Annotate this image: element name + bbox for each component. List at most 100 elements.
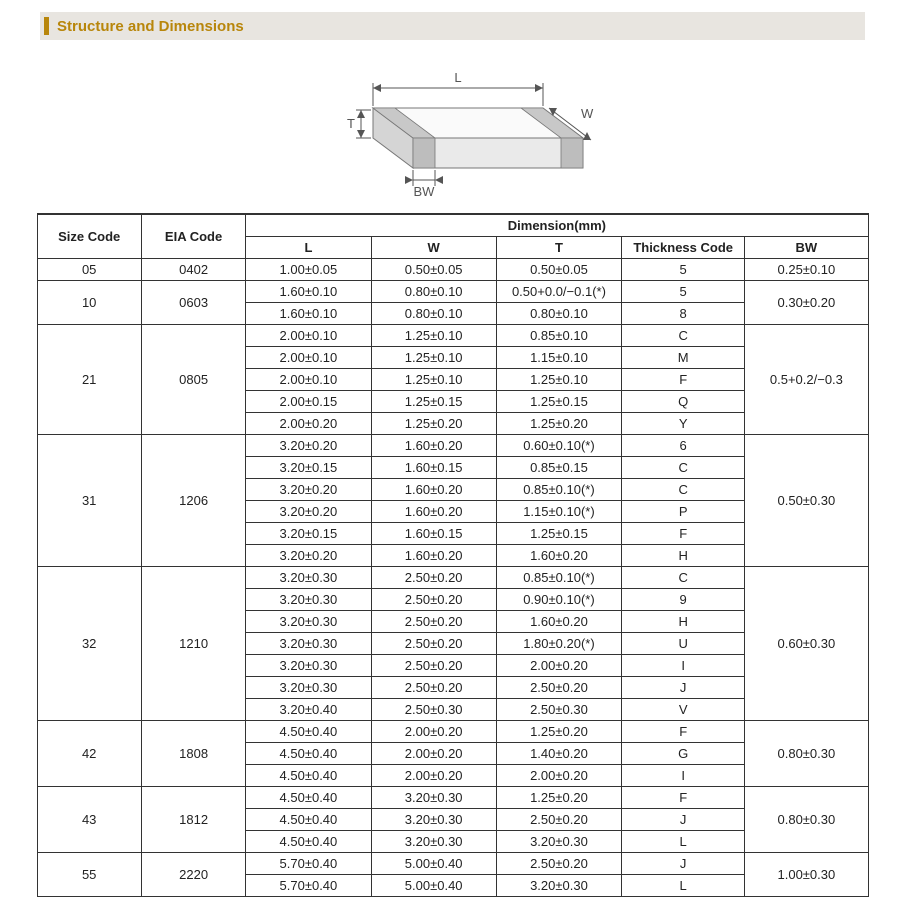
cell-t: 1.80±0.20(*) — [496, 633, 621, 655]
cell-code: M — [622, 347, 745, 369]
cell-t: 0.85±0.10(*) — [496, 567, 621, 589]
cell-w: 5.00±0.40 — [371, 875, 496, 897]
cell-eia-code: 2220 — [141, 853, 245, 897]
cell-w: 2.50±0.20 — [371, 567, 496, 589]
cell-w: 3.20±0.30 — [371, 809, 496, 831]
cell-eia-code: 0603 — [141, 281, 245, 325]
cell-t: 0.80±0.10 — [496, 303, 621, 325]
cell-bw: 1.00±0.30 — [745, 853, 868, 897]
cell-l: 3.20±0.20 — [246, 479, 371, 501]
cell-code: C — [622, 479, 745, 501]
col-w: W — [371, 237, 496, 259]
cell-l: 3.20±0.30 — [246, 589, 371, 611]
cell-code: Y — [622, 413, 745, 435]
cell-l: 5.70±0.40 — [246, 853, 371, 875]
accent-bar — [44, 17, 49, 35]
cell-code: F — [622, 787, 745, 809]
cell-code: F — [622, 721, 745, 743]
cell-code: 6 — [622, 435, 745, 457]
chip-diagram: L W T BW — [0, 48, 905, 203]
table-row: 1006031.60±0.100.80±0.100.50+0.0/−0.1(*)… — [37, 281, 868, 303]
label-L: L — [454, 70, 461, 85]
cell-code: J — [622, 853, 745, 875]
cell-w: 2.50±0.20 — [371, 677, 496, 699]
col-size-code: Size Code — [37, 214, 141, 259]
cell-l: 2.00±0.10 — [246, 369, 371, 391]
cell-eia-code: 1808 — [141, 721, 245, 787]
cell-l: 4.50±0.40 — [246, 831, 371, 853]
cell-size-code: 55 — [37, 853, 141, 897]
cell-w: 0.80±0.10 — [371, 303, 496, 325]
cell-t: 0.50±0.05 — [496, 259, 621, 281]
cell-t: 1.15±0.10(*) — [496, 501, 621, 523]
cell-l: 2.00±0.10 — [246, 347, 371, 369]
table-row: 4218084.50±0.402.00±0.201.25±0.20F0.80±0… — [37, 721, 868, 743]
cell-t: 3.20±0.30 — [496, 831, 621, 853]
cell-code: U — [622, 633, 745, 655]
cell-t: 2.50±0.20 — [496, 853, 621, 875]
col-dimension-group: Dimension(mm) — [246, 214, 868, 237]
cell-code: G — [622, 743, 745, 765]
cell-l: 3.20±0.20 — [246, 501, 371, 523]
cell-l: 4.50±0.40 — [246, 809, 371, 831]
cell-w: 1.60±0.15 — [371, 457, 496, 479]
cell-w: 1.25±0.20 — [371, 413, 496, 435]
cell-t: 2.50±0.20 — [496, 809, 621, 831]
cell-code: J — [622, 677, 745, 699]
cell-t: 1.60±0.20 — [496, 611, 621, 633]
cell-l: 5.70±0.40 — [246, 875, 371, 897]
cell-t: 0.60±0.10(*) — [496, 435, 621, 457]
cell-l: 3.20±0.40 — [246, 699, 371, 721]
cell-size-code: 31 — [37, 435, 141, 567]
cell-bw: 0.25±0.10 — [745, 259, 868, 281]
cell-w: 5.00±0.40 — [371, 853, 496, 875]
cell-code: F — [622, 523, 745, 545]
cell-w: 2.50±0.20 — [371, 655, 496, 677]
cell-l: 3.20±0.30 — [246, 677, 371, 699]
cell-code: H — [622, 611, 745, 633]
cell-code: I — [622, 765, 745, 787]
cell-t: 0.85±0.10 — [496, 325, 621, 347]
cell-l: 4.50±0.40 — [246, 787, 371, 809]
cell-code: C — [622, 325, 745, 347]
cell-bw: 0.80±0.30 — [745, 787, 868, 853]
cell-bw: 0.80±0.30 — [745, 721, 868, 787]
table-row: 2108052.00±0.101.25±0.100.85±0.10C0.5+0.… — [37, 325, 868, 347]
label-BW: BW — [413, 184, 435, 198]
cell-size-code: 21 — [37, 325, 141, 435]
cell-l: 4.50±0.40 — [246, 765, 371, 787]
cell-l: 1.60±0.10 — [246, 281, 371, 303]
cell-size-code: 42 — [37, 721, 141, 787]
cell-t: 0.90±0.10(*) — [496, 589, 621, 611]
cell-t: 3.20±0.30 — [496, 875, 621, 897]
cell-eia-code: 1210 — [141, 567, 245, 721]
cell-w: 0.80±0.10 — [371, 281, 496, 303]
cell-code: L — [622, 875, 745, 897]
cell-size-code: 43 — [37, 787, 141, 853]
cell-size-code: 05 — [37, 259, 141, 281]
col-thickness-code: Thickness Code — [622, 237, 745, 259]
table-row: 0504021.00±0.050.50±0.050.50±0.0550.25±0… — [37, 259, 868, 281]
cell-t: 1.60±0.20 — [496, 545, 621, 567]
cell-w: 1.60±0.15 — [371, 523, 496, 545]
cell-w: 2.50±0.20 — [371, 589, 496, 611]
col-eia-code: EIA Code — [141, 214, 245, 259]
cell-l: 4.50±0.40 — [246, 743, 371, 765]
cell-w: 1.60±0.20 — [371, 479, 496, 501]
cell-w: 1.25±0.10 — [371, 369, 496, 391]
label-T: T — [347, 116, 355, 131]
section-header: Structure and Dimensions — [40, 12, 865, 40]
cell-t: 0.85±0.15 — [496, 457, 621, 479]
cell-l: 3.20±0.15 — [246, 457, 371, 479]
cell-eia-code: 1206 — [141, 435, 245, 567]
cell-l: 3.20±0.15 — [246, 523, 371, 545]
cell-code: 8 — [622, 303, 745, 325]
cell-bw: 0.50±0.30 — [745, 435, 868, 567]
section-title: Structure and Dimensions — [57, 18, 244, 35]
cell-code: H — [622, 545, 745, 567]
cell-l: 3.20±0.20 — [246, 435, 371, 457]
cell-w: 2.00±0.20 — [371, 765, 496, 787]
cell-l: 3.20±0.20 — [246, 545, 371, 567]
cell-bw: 0.5+0.2/−0.3 — [745, 325, 868, 435]
cell-eia-code: 0805 — [141, 325, 245, 435]
